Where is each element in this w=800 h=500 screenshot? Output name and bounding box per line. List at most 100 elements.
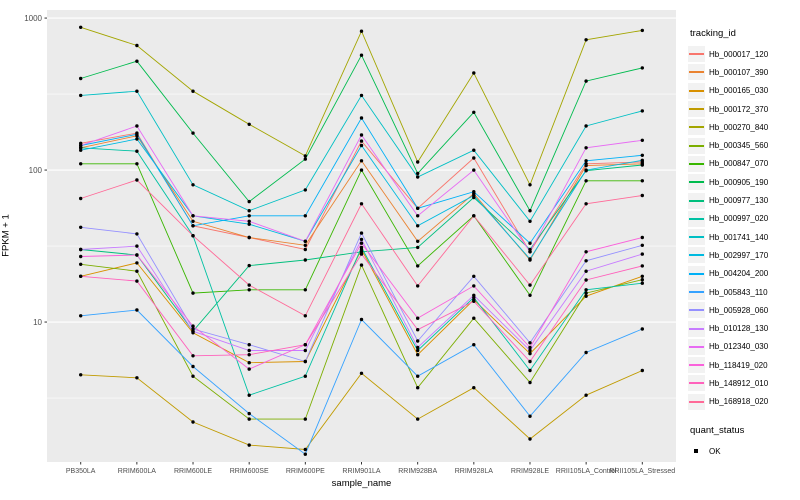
data-point: [359, 231, 364, 235]
data-point: [416, 339, 420, 343]
data-point: [640, 243, 644, 247]
data-point: [247, 343, 251, 347]
data-point: [303, 452, 307, 456]
legend-item-label: Hb_000017_120: [709, 49, 769, 59]
data-point: [640, 28, 644, 33]
data-point: [584, 393, 588, 397]
data-point: [191, 183, 195, 187]
data-point: [247, 443, 251, 447]
data-point: [416, 348, 420, 353]
data-point: [528, 250, 532, 254]
point-marker-icon: [688, 443, 705, 459]
legend-key-swatch-icon: [688, 265, 705, 282]
legend-item-label: Hb_005843_110: [709, 287, 768, 297]
data-point: [303, 359, 307, 364]
data-point: [640, 235, 644, 240]
data-point: [135, 261, 139, 265]
data-point: [247, 122, 251, 127]
legend-key-swatch-icon: [688, 155, 705, 172]
data-point: [135, 43, 139, 48]
data-point: [79, 254, 83, 259]
data-point: [584, 288, 588, 292]
data-point: [191, 291, 195, 295]
plot-panel: [47, 10, 676, 462]
data-point: [303, 214, 307, 218]
legend-item: Hb_001741_140: [688, 228, 800, 246]
data-point: [191, 214, 195, 218]
data-point: [528, 368, 532, 373]
legend-item: Hb_000017_120: [688, 45, 800, 63]
data-point: [416, 245, 420, 250]
data-point: [191, 420, 195, 424]
data-point: [528, 209, 532, 213]
data-point: [247, 361, 251, 365]
data-point: [303, 348, 307, 353]
legend-key-swatch-icon: [688, 101, 705, 118]
x-tick-label: PB350LA: [66, 468, 96, 475]
data-point: [247, 263, 251, 268]
data-point: [191, 234, 195, 238]
data-point: [640, 278, 644, 282]
data-point: [416, 316, 420, 320]
data-point: [79, 247, 83, 252]
data-point: [416, 175, 420, 179]
legend-item-label: Hb_000165_030: [709, 86, 769, 96]
data-point: [584, 294, 588, 298]
data-point: [191, 89, 195, 93]
data-point: [472, 110, 476, 115]
data-point: [135, 253, 139, 257]
data-point: [640, 327, 644, 331]
data-point: [472, 148, 476, 152]
data-point: [191, 374, 195, 378]
x-tick-label: RRIM600PE: [286, 468, 325, 475]
data-point: [584, 278, 588, 282]
data-point: [359, 53, 364, 57]
data-point: [79, 196, 83, 201]
data-point: [584, 179, 588, 183]
legend-key-swatch-icon: [688, 357, 705, 374]
data-point: [640, 193, 644, 198]
data-point: [472, 193, 476, 198]
data-point: [135, 308, 139, 312]
legend-key-swatch-icon: [688, 338, 705, 355]
legend-key-swatch-icon: [688, 393, 705, 410]
data-point: [135, 137, 139, 141]
data-point: [79, 148, 83, 152]
data-point: [528, 341, 532, 345]
data-point: [528, 293, 532, 297]
x-axis-title: sample_name: [331, 478, 392, 489]
legend-item: Hb_005928_060: [688, 301, 800, 319]
data-point: [303, 417, 307, 421]
data-point: [640, 109, 644, 113]
data-point: [303, 239, 307, 243]
data-point: [191, 354, 195, 358]
legend-item-label: Hb_000847_070: [709, 159, 769, 169]
data-point: [472, 343, 476, 347]
legend-title-tracking-id: tracking_id: [690, 28, 736, 39]
legend-item: Hb_000905_190: [688, 173, 800, 191]
legend-key-swatch-icon: [688, 64, 705, 81]
data-point: [472, 274, 476, 278]
legend-key-swatch-icon: [688, 320, 705, 337]
data-point: [640, 158, 644, 162]
legend-item-label: Hb_168918_020: [709, 397, 769, 407]
data-point: [247, 219, 251, 223]
data-point: [416, 206, 420, 210]
legend-item: Hb_010128_130: [688, 319, 800, 337]
data-point: [528, 183, 532, 187]
data-point: [135, 269, 139, 273]
data-point: [640, 274, 644, 278]
data-point: [359, 168, 364, 172]
data-point: [135, 162, 139, 166]
legend-item: Hb_000847_070: [688, 155, 800, 173]
data-point: [191, 219, 195, 223]
legend-key-swatch-icon: [688, 302, 705, 319]
data-point: [303, 157, 307, 161]
data-point: [416, 386, 420, 390]
data-point: [640, 368, 644, 373]
data-point: [79, 76, 83, 81]
data-point: [528, 437, 532, 441]
data-point: [79, 162, 83, 166]
data-point: [416, 264, 420, 268]
